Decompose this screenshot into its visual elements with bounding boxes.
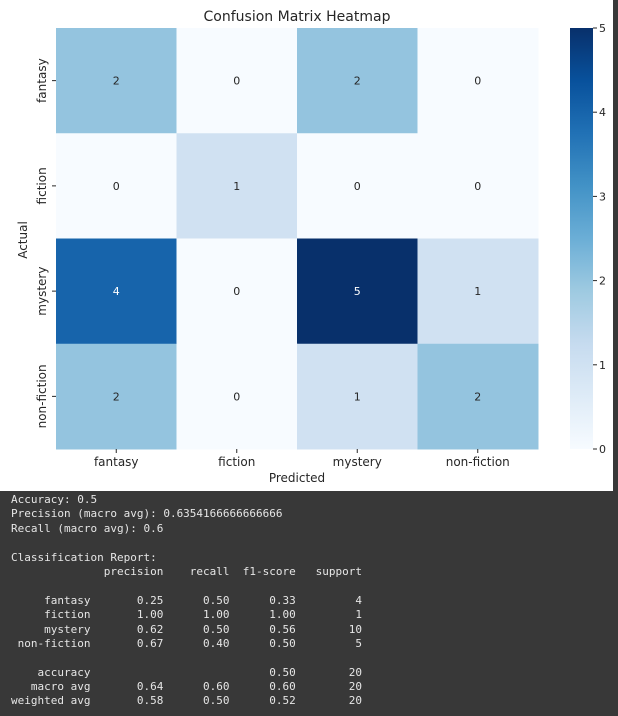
cell-value-label: 0 [113,180,120,193]
console-line: accuracy 0.50 20 [11,665,362,679]
console-line [11,651,611,665]
x-tick-label: non-fiction [446,455,510,469]
heatmap-cell [176,238,298,345]
cell-value-label: 1 [474,285,481,298]
console-line: mystery 0.62 0.50 0.56 10 [11,622,362,636]
heatmap-cell [417,238,539,345]
colorbar-tick-label: 3 [599,190,606,203]
cell-value-label: 1 [354,390,361,403]
y-axis-label: Actual [16,221,30,259]
x-axis-label: Predicted [269,471,325,485]
console-line [11,536,611,550]
console-line: Recall (macro avg): 0.6 [11,521,164,535]
x-tick-label: mystery [333,455,382,469]
cell-value-label: 2 [354,75,361,88]
cell-value-label: 1 [233,180,240,193]
heatmap-chart: Confusion Matrix Heatmap 2 0 2 0 0 1 0 0 4 0 5 1 2 0 1… [16,9,606,485]
console-line: Classification Report: [11,550,157,564]
heatmap-figure: Confusion Matrix Heatmap 2 0 2 0 0 1 0 0 4 0 5 1 2 0 1… [0,0,613,491]
heatmap-cell [297,28,418,134]
heatmap-cell [417,133,539,239]
heatmap-cell [297,238,418,345]
cell-value-label: 0 [354,180,361,193]
heatmap-cell [176,28,298,134]
y-tick-label: mystery [35,267,49,316]
y-tick-label: fiction [35,167,49,204]
console-line: Accuracy: 0.5 [11,493,98,506]
heatmap-cell [176,133,298,239]
heatmap-cell [417,28,539,134]
colorbar-tick-label: 5 [599,22,606,35]
cell-value-label: 2 [113,75,120,88]
colorbar-tick-label: 0 [599,443,606,456]
heatmap-cell [297,343,418,450]
cell-value-label: 0 [233,390,240,403]
cell-value-label: 2 [474,390,481,403]
chart-title: Confusion Matrix Heatmap [204,9,391,25]
cell-value-label: 5 [354,285,361,298]
heatmap-cell [56,133,177,239]
colorbar-tick-label: 2 [599,275,606,288]
console-line [11,579,611,593]
console-line: precision recall f1-score support [11,564,362,578]
cell-value-label: 2 [113,390,120,403]
x-tick-label: fiction [218,455,255,469]
heatmap-cell [56,238,177,345]
cell-value-label: 0 [474,75,481,88]
colorbar [570,28,593,449]
console-output: Accuracy: 0.5 Precision (macro avg): 0.63… [11,493,611,709]
console-line: macro avg 0.64 0.60 0.60 20 [11,680,362,694]
heatmap-cell [56,343,177,450]
colorbar-tick-label: 1 [599,359,606,372]
colorbar-tick-label: 4 [599,106,606,119]
heatmap-cell [297,133,418,239]
cell-value-label: 0 [233,285,240,298]
console-line: fiction 1.00 1.00 1.00 1 [11,608,362,622]
console-line: non-fiction 0.67 0.40 0.50 5 [11,636,362,650]
y-tick-label: fantasy [35,58,49,103]
console-line: Precision (macro avg): 0.635416666666666… [11,507,283,521]
y-tick-label: non-fiction [35,364,49,428]
console-line: fantasy 0.25 0.50 0.33 4 [11,593,362,607]
console-line: weighted avg 0.58 0.50 0.52 20 [11,694,362,708]
cell-value-label: 4 [113,285,120,298]
cell-value-label: 0 [233,75,240,88]
heatmap-cell [417,343,539,450]
cell-value-label: 0 [474,180,481,193]
heatmap-cell [56,28,177,134]
heatmap-cell [176,343,298,450]
x-tick-label: fantasy [94,455,139,469]
